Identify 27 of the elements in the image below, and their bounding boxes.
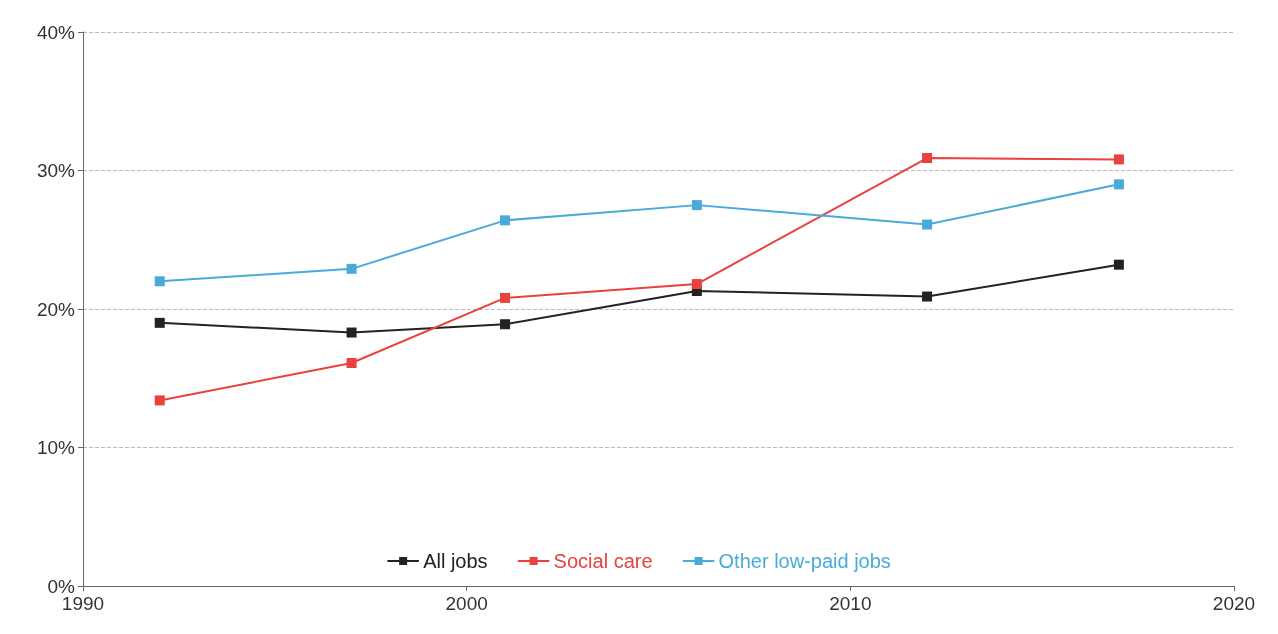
point	[1113, 259, 1124, 270]
y-tick-label: 30%	[36, 160, 76, 181]
point	[1113, 179, 1124, 190]
point	[1113, 154, 1124, 165]
point	[691, 279, 702, 290]
point	[922, 219, 933, 230]
point	[500, 215, 511, 226]
point	[346, 327, 357, 338]
x-tick-label: 2020	[1212, 593, 1256, 614]
legend-label: All jobs	[423, 550, 488, 572]
point	[500, 292, 511, 303]
point	[154, 276, 165, 287]
point	[500, 319, 511, 330]
y-tick-label: 20%	[36, 298, 76, 320]
x-tick-label: 2000	[445, 593, 488, 614]
point	[691, 200, 702, 211]
legend-label: Social care	[553, 550, 653, 572]
point	[922, 153, 933, 164]
point	[922, 291, 933, 302]
point	[154, 317, 165, 328]
y-tick-label: 10%	[36, 437, 76, 458]
legend-label: Other low-paid jobs	[718, 550, 891, 572]
x-tick-label: 2010	[829, 593, 872, 614]
point	[346, 263, 357, 274]
y-tick-label: 40%	[36, 21, 76, 43]
point	[154, 395, 165, 406]
point	[346, 358, 357, 369]
